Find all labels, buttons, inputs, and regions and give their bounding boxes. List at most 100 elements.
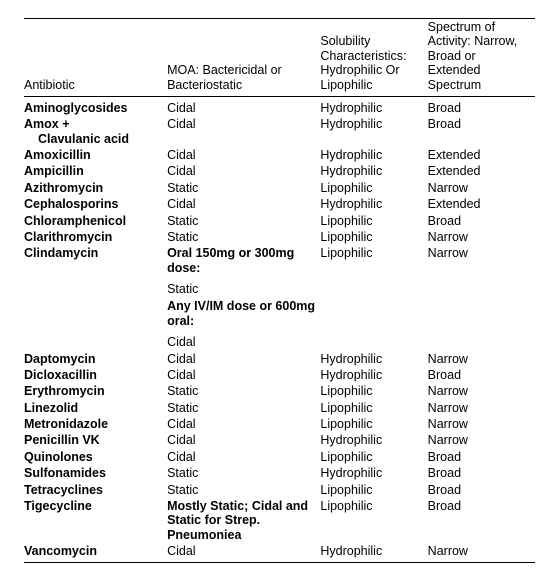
table-row: Penicillin VKCidalHydrophilicNarrow bbox=[24, 432, 535, 448]
cell-antibiotic: Ampicillin bbox=[24, 163, 167, 179]
cell-solubility: Lipophilic bbox=[320, 213, 427, 229]
cell-spectrum: Narrow bbox=[428, 229, 535, 245]
cell-moa: Cidal bbox=[167, 416, 320, 432]
cell-solubility: Lipophilic bbox=[320, 498, 427, 543]
cell-solubility: Lipophilic bbox=[320, 383, 427, 399]
cell-moa: Oral 150mg or 300mg dose: bbox=[167, 245, 320, 276]
cell-spectrum: Broad bbox=[428, 96, 535, 116]
col-header-moa: MOA: Bactericidal or Bacteriostatic bbox=[167, 19, 320, 97]
cell-antibiotic: Aminoglycosides bbox=[24, 96, 167, 116]
cell-antibiotic: Erythromycin bbox=[24, 383, 167, 399]
table-row: ChloramphenicolStaticLipophilicBroad bbox=[24, 213, 535, 229]
cell-moa: Cidal bbox=[167, 163, 320, 179]
cell-antibiotic: Vancomycin bbox=[24, 543, 167, 563]
cell-antibiotic: Amox +Clavulanic acid bbox=[24, 116, 167, 147]
cell-spectrum bbox=[428, 276, 535, 297]
cell-spectrum: Narrow bbox=[428, 245, 535, 276]
table-row: LinezolidStaticLipophilicNarrow bbox=[24, 400, 535, 416]
cell-antibiotic: Tetracyclines bbox=[24, 482, 167, 498]
cell-moa: Cidal bbox=[167, 543, 320, 563]
cell-spectrum: Broad bbox=[428, 449, 535, 465]
cell-spectrum: Broad bbox=[428, 498, 535, 543]
table-row: CephalosporinsCidalHydrophilicExtended bbox=[24, 196, 535, 212]
cell-spectrum: Narrow bbox=[428, 416, 535, 432]
table-row: TetracyclinesStaticLipophilicBroad bbox=[24, 482, 535, 498]
cell-solubility: Hydrophilic bbox=[320, 96, 427, 116]
cell-antibiotic: Daptomycin bbox=[24, 351, 167, 367]
table-row: ClindamycinOral 150mg or 300mg dose:Lipo… bbox=[24, 245, 535, 276]
cell-solubility: Lipophilic bbox=[320, 449, 427, 465]
cell-moa: Cidal bbox=[167, 147, 320, 163]
cell-spectrum: Extended bbox=[428, 147, 535, 163]
cell-solubility: Hydrophilic bbox=[320, 432, 427, 448]
cell-solubility: Hydrophilic bbox=[320, 116, 427, 147]
table-row: MetronidazoleCidalLipophilicNarrow bbox=[24, 416, 535, 432]
cell-antibiotic: Linezolid bbox=[24, 400, 167, 416]
cell-antibiotic: Metronidazole bbox=[24, 416, 167, 432]
cell-antibiotic: Clindamycin bbox=[24, 245, 167, 276]
cell-antibiotic: Tigecycline bbox=[24, 498, 167, 543]
cell-moa: Static bbox=[167, 383, 320, 399]
cell-solubility bbox=[320, 329, 427, 350]
table-row: Any IV/IM dose or 600mg oral: bbox=[24, 297, 535, 329]
cell-moa: Static bbox=[167, 400, 320, 416]
cell-spectrum: Broad bbox=[428, 367, 535, 383]
cell-moa: Cidal bbox=[167, 351, 320, 367]
cell-antibiotic: Chloramphenicol bbox=[24, 213, 167, 229]
cell-solubility: Lipophilic bbox=[320, 482, 427, 498]
table-row: SulfonamidesStaticHydrophilicBroad bbox=[24, 465, 535, 481]
cell-moa: Cidal bbox=[167, 449, 320, 465]
cell-solubility: Lipophilic bbox=[320, 229, 427, 245]
cell-moa: Cidal bbox=[167, 367, 320, 383]
table-row: TigecyclineMostly Static; Cidal and Stat… bbox=[24, 498, 535, 543]
cell-spectrum: Extended bbox=[428, 163, 535, 179]
table-row: AzithromycinStaticLipophilicNarrow bbox=[24, 180, 535, 196]
cell-spectrum bbox=[428, 297, 535, 329]
cell-antibiotic: Azithromycin bbox=[24, 180, 167, 196]
table-row: VancomycinCidalHydrophilicNarrow bbox=[24, 543, 535, 563]
cell-solubility: Hydrophilic bbox=[320, 163, 427, 179]
table-row: Amox +Clavulanic acidCidalHydrophilicBro… bbox=[24, 116, 535, 147]
col-header-antibiotic: Antibiotic bbox=[24, 19, 167, 97]
cell-antibiotic: Amoxicillin bbox=[24, 147, 167, 163]
cell-solubility: Hydrophilic bbox=[320, 543, 427, 563]
antibiotic-table: Antibiotic MOA: Bactericidal or Bacterio… bbox=[24, 18, 535, 563]
cell-antibiotic: Sulfonamides bbox=[24, 465, 167, 481]
table-row: AminoglycosidesCidalHydrophilicBroad bbox=[24, 96, 535, 116]
cell-spectrum: Broad bbox=[428, 213, 535, 229]
cell-moa: Static bbox=[167, 465, 320, 481]
col-header-solubility: Solubility Characteristics: Hydrophilic … bbox=[320, 19, 427, 97]
cell-spectrum: Broad bbox=[428, 482, 535, 498]
cell-moa: Static bbox=[167, 213, 320, 229]
cell-moa: Static bbox=[167, 229, 320, 245]
cell-spectrum: Narrow bbox=[428, 383, 535, 399]
table-row: QuinolonesCidalLipophilicBroad bbox=[24, 449, 535, 465]
cell-solubility bbox=[320, 276, 427, 297]
col-header-spectrum: Spectrum of Activity: Narrow, Broad or E… bbox=[428, 19, 535, 97]
cell-solubility: Lipophilic bbox=[320, 416, 427, 432]
cell-spectrum: Broad bbox=[428, 465, 535, 481]
cell-antibiotic bbox=[24, 276, 167, 297]
cell-antibiotic: Quinolones bbox=[24, 449, 167, 465]
table-row: AmpicillinCidalHydrophilicExtended bbox=[24, 163, 535, 179]
cell-spectrum: Narrow bbox=[428, 351, 535, 367]
cell-antibiotic: Dicloxacillin bbox=[24, 367, 167, 383]
cell-spectrum: Narrow bbox=[428, 400, 535, 416]
cell-spectrum: Broad bbox=[428, 116, 535, 147]
table-header-row: Antibiotic MOA: Bactericidal or Bacterio… bbox=[24, 19, 535, 97]
cell-moa: Any IV/IM dose or 600mg oral: bbox=[167, 297, 320, 329]
table-row: ClarithromycinStaticLipophilicNarrow bbox=[24, 229, 535, 245]
cell-antibiotic: Penicillin VK bbox=[24, 432, 167, 448]
cell-solubility: Hydrophilic bbox=[320, 147, 427, 163]
cell-solubility: Hydrophilic bbox=[320, 465, 427, 481]
cell-moa: Static bbox=[167, 276, 320, 297]
cell-antibiotic: Clarithromycin bbox=[24, 229, 167, 245]
table-row: DaptomycinCidalHydrophilicNarrow bbox=[24, 351, 535, 367]
cell-moa: Mostly Static; Cidal and Static for Stre… bbox=[167, 498, 320, 543]
cell-moa: Cidal bbox=[167, 96, 320, 116]
cell-antibiotic: Cephalosporins bbox=[24, 196, 167, 212]
cell-moa: Cidal bbox=[167, 329, 320, 350]
cell-solubility: Lipophilic bbox=[320, 245, 427, 276]
table-row: Cidal bbox=[24, 329, 535, 350]
cell-solubility: Hydrophilic bbox=[320, 196, 427, 212]
